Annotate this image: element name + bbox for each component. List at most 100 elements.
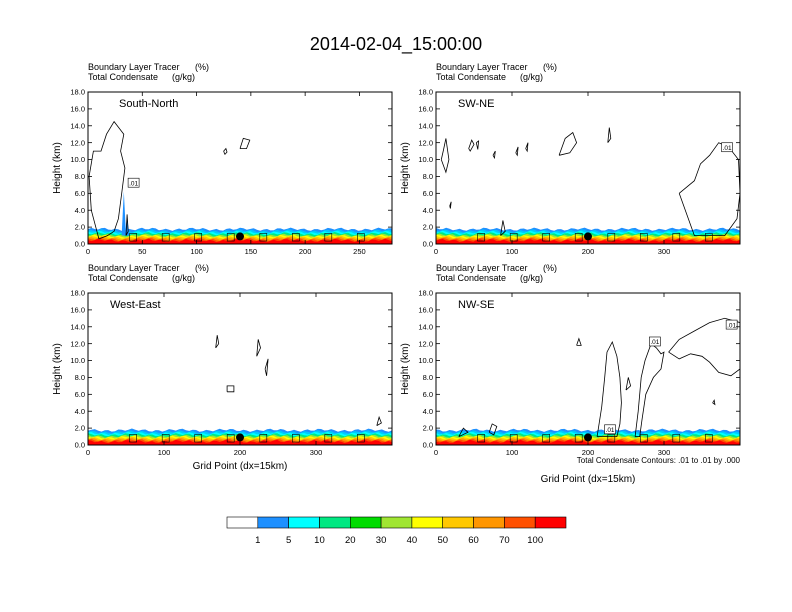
xtick-label-west-east-0: 0 <box>86 448 90 457</box>
frame-west-east <box>87 292 393 446</box>
colorbar-label-0: 1 <box>255 535 260 546</box>
condensate-contour-sw-ne-5 <box>525 142 529 153</box>
condensate-contour-nw-se-3 <box>576 337 582 346</box>
ytick-label-sw-ne-5: 10.0 <box>418 155 433 164</box>
ytick-label-sw-ne-3: 6.0 <box>423 189 433 198</box>
xtick-label-west-east-3: 300 <box>310 448 323 457</box>
y-axis-label-south-north: Height (km) <box>52 142 63 194</box>
ytick-label-nw-se-4: 8.0 <box>423 373 433 382</box>
ytick-label-south-north-0: 0.0 <box>75 240 85 249</box>
location-marker-nw-se <box>584 433 592 442</box>
location-marker-west-east <box>236 433 244 442</box>
ytick-label-south-north-1: 2.0 <box>75 223 85 232</box>
panel-west-east: Boundary Layer Tracer (%) Total Condensate… <box>52 263 393 457</box>
colorbar-box-2 <box>288 516 320 529</box>
condensate-contour-sw-ne-1 <box>468 139 475 152</box>
condensate-contour-sw-ne-7 <box>607 127 612 143</box>
xtick-label-sw-ne-1: 100 <box>506 247 519 256</box>
location-marker-south-north <box>236 232 244 241</box>
ytick-label-west-east-5: 10.0 <box>70 356 85 365</box>
xtick-label-nw-se-2: 200 <box>582 448 595 457</box>
panel-south-north: Boundary Layer Tracer (%) Total Condensate… <box>52 62 393 256</box>
ytick-label-south-north-7: 14.0 <box>70 121 85 130</box>
header-tracer-sw-ne: Boundary Layer Tracer <box>436 62 528 72</box>
panel-sw-ne: Boundary Layer Tracer (%) Total Condensate… <box>400 62 741 256</box>
xtick-label-south-north-0: 0 <box>86 247 90 256</box>
ytick-label-nw-se-6: 12.0 <box>418 339 433 348</box>
header-condensate-nw-se: Total Condensate <box>436 273 506 283</box>
condensate-contour-south-north-2 <box>239 137 251 149</box>
header-tracer-west-east: Boundary Layer Tracer <box>88 263 180 273</box>
xtick-label-sw-ne-2: 200 <box>582 247 595 256</box>
header-condensate-unit-south-north: (g/kg) <box>172 72 195 82</box>
xtick-label-south-north-5: 250 <box>353 247 366 256</box>
colorbar-label-5: 40 <box>407 535 418 546</box>
condensate-contour-sw-ne-2 <box>475 140 480 150</box>
ytick-label-west-east-7: 14.0 <box>70 322 85 331</box>
ytick-label-nw-se-2: 4.0 <box>423 407 433 416</box>
condensate-contour-west-east-1 <box>256 339 261 357</box>
xtick-label-west-east-2: 200 <box>234 448 247 457</box>
panel-title-sw-ne: SW-NE <box>458 98 494 110</box>
condensate-contour-sw-ne-9 <box>449 201 452 209</box>
header-condensate-unit-sw-ne: (g/kg) <box>520 72 543 82</box>
colorbar-label-3: 20 <box>345 535 356 546</box>
colorbar-box-0 <box>226 516 259 529</box>
condensate-contour-west-east-4 <box>376 415 382 426</box>
condensate-contour-nw-se-5 <box>712 399 716 406</box>
header-condensate-unit-nw-se: (g/kg) <box>520 273 543 283</box>
contour-label-sw-ne-0: .01 <box>723 145 732 152</box>
condensate-contours-sw-ne <box>440 127 740 242</box>
header-condensate-sw-ne: Total Condensate <box>436 72 506 82</box>
contour-label-nw-se-0: .01 <box>606 427 615 434</box>
xtick-label-sw-ne-3: 300 <box>658 247 671 256</box>
tracer-band-south-north-9 <box>88 238 392 244</box>
ytick-label-south-north-4: 8.0 <box>75 172 85 181</box>
ytick-label-nw-se-5: 10.0 <box>418 356 433 365</box>
frame-sw-ne <box>435 91 741 245</box>
ytick-label-sw-ne-9: 18.0 <box>418 88 433 97</box>
panel-nw-se: Boundary Layer Tracer (%) Total Condensate… <box>400 263 741 457</box>
ytick-label-west-east-1: 2.0 <box>75 424 85 433</box>
colorbar-box-5 <box>380 516 413 529</box>
colorbar-label-8: 70 <box>499 535 510 546</box>
colorbar-label-6: 50 <box>437 535 448 546</box>
condensate-contour-south-north-0 <box>88 120 126 240</box>
location-marker-sw-ne <box>584 232 592 241</box>
ytick-label-south-north-3: 6.0 <box>75 189 85 198</box>
ytick-label-nw-se-0: 0.0 <box>423 441 433 450</box>
ytick-label-nw-se-8: 16.0 <box>418 305 433 314</box>
condensate-cell-west-east-6 <box>291 434 300 443</box>
ytick-label-sw-ne-4: 8.0 <box>423 172 433 181</box>
header-tracer-unit-south-north: (%) <box>195 62 209 72</box>
condensate-contour-sw-ne-4 <box>515 146 519 157</box>
ytick-label-nw-se-7: 14.0 <box>418 322 433 331</box>
condensate-cell-nw-se-1 <box>477 434 485 443</box>
condensate-contour-nw-se-2 <box>668 317 740 377</box>
condensate-cell-sw-ne-5 <box>607 233 616 242</box>
header-tracer-south-north: Boundary Layer Tracer <box>88 62 180 72</box>
tracer-plume-south-north-0 <box>121 191 127 236</box>
x-axis-label-nw-se: Grid Point (dx=15km) <box>541 474 636 485</box>
condensate-cell-nw-se-6 <box>639 434 648 443</box>
condensate-cell-west-east-5 <box>259 434 268 443</box>
condensate-cell-south-north-2 <box>161 233 170 242</box>
ytick-label-nw-se-9: 18.0 <box>418 289 433 298</box>
colorbar-label-9: 100 <box>527 535 543 546</box>
colorbar-label-1: 5 <box>286 535 291 546</box>
condensate-cell-sw-ne-4 <box>574 233 583 242</box>
condensate-cell-west-east-8 <box>356 434 365 443</box>
xtick-label-nw-se-3: 300 <box>658 448 671 457</box>
header-condensate-west-east: Total Condensate <box>88 273 158 283</box>
contour-note: Total Condensate Contours: .01 to .01 by… <box>577 456 741 465</box>
colorbar-label-2: 10 <box>314 535 325 546</box>
condensate-contour-south-north-1 <box>223 147 228 155</box>
condensate-cell-nw-se-5 <box>607 434 616 443</box>
condensate-cell-sw-ne-2 <box>509 233 518 242</box>
xtick-label-south-north-1: 50 <box>138 247 146 256</box>
condensate-cell-south-north-5 <box>259 233 268 242</box>
condensate-cell-south-north-3 <box>194 233 202 242</box>
condensate-contour-west-east-2 <box>264 358 269 376</box>
colorbar-label-4: 30 <box>376 535 387 546</box>
colorbar-box-10 <box>534 516 567 529</box>
